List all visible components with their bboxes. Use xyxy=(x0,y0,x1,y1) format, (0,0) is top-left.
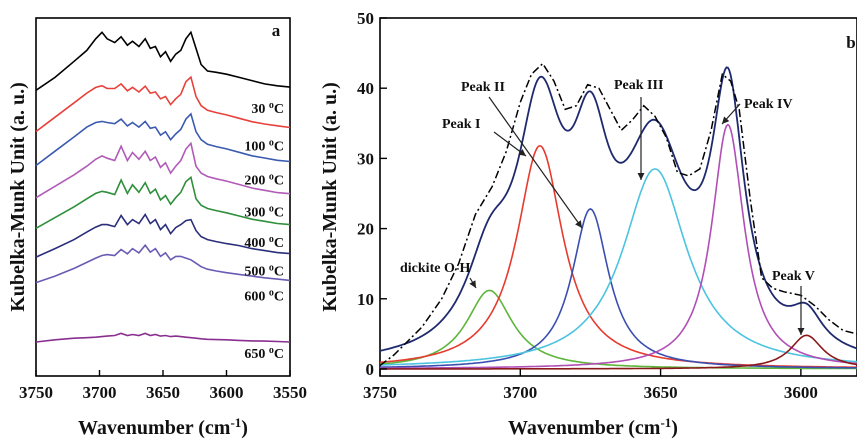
panel-b-component-3 xyxy=(379,168,857,366)
panel-b-annotation-label-0: dickite O-H xyxy=(400,261,470,276)
panel-a-chart: a 30 oC 100 oC 200 oC 300 oC 400 oC 500 oC 600… xyxy=(7,17,307,440)
panel-b-x-tick-label-3: 3600 xyxy=(784,383,818,402)
panel-b-fit-curve xyxy=(379,66,857,352)
panel-b-annotation-label-3: Peak III xyxy=(614,78,663,93)
panel-a-x-tick-label-3: 3600 xyxy=(210,383,244,402)
panel-a-series-4 xyxy=(35,175,291,229)
panel-a-series-6 xyxy=(35,243,291,284)
panel-b-y-tick-label-5: 50 xyxy=(357,9,374,28)
panel-b-tag: b xyxy=(846,33,855,52)
panel-b-fit-group xyxy=(379,66,857,352)
panel-b-chart: b dickite O-H Peak I Peak II Peak III Peak I… xyxy=(319,9,857,439)
panel-a-series-label-1: 100 oC xyxy=(244,137,284,155)
panel-b-frame xyxy=(379,17,857,377)
panel-a-series-group xyxy=(35,30,291,343)
panel-b-annotation-arrow-2 xyxy=(488,96,583,229)
panel-b-component-curves xyxy=(379,123,857,370)
panel-a-series-label-2: 200 oC xyxy=(244,171,284,189)
panel-b-component-4 xyxy=(380,123,857,369)
panel-a-x-tick-label-1: 3700 xyxy=(83,383,117,402)
panel-b-y-tick-label-2: 20 xyxy=(357,220,374,239)
panel-b-y-axis-title: Kubelka-Munk Unit (a. u.) xyxy=(319,82,341,312)
panel-b-y-tick-label-1: 10 xyxy=(357,290,374,309)
panel-b-experimental-group xyxy=(379,62,857,367)
panel-b-annotation-label-5: Peak V xyxy=(772,269,815,284)
panel-b-annotation-arrowhead-4 xyxy=(722,116,730,124)
panel-b-experimental-curve xyxy=(379,62,857,367)
panel-b-y-ticks: 0 10 20 30 40 50 xyxy=(357,9,387,379)
panel-b-x-ticks: 3750 3700 3650 3600 xyxy=(363,369,818,402)
panel-b-x-axis-title: Wavenumber (cm-1) xyxy=(508,415,678,440)
panel-b-annotation-arrowhead-0 xyxy=(469,280,476,288)
panel-b-component-2 xyxy=(380,208,857,369)
panel-b-x-tick-label-2: 3650 xyxy=(644,383,678,402)
panel-b-annotation-arrowhead-2 xyxy=(575,220,582,228)
panel-a-temperature-labels: 30 oC 100 oC 200 oC 300 oC 400 oC 500 oC 600 o… xyxy=(244,99,284,362)
panel-b-annotation-arrowhead-1 xyxy=(518,149,526,156)
panel-b-y-tick-label-0: 0 xyxy=(366,360,375,379)
panel-a-x-tick-label-0: 3750 xyxy=(19,383,53,402)
panel-b-y-tick-label-4: 40 xyxy=(357,79,374,98)
panel-a-series-label-7: 650 oC xyxy=(244,344,284,362)
panel-b-annotation-label-2: Peak II xyxy=(461,80,505,95)
panel-b-y-tick-label-3: 30 xyxy=(357,149,374,168)
panel-a-series-3 xyxy=(35,141,291,199)
panel-a-y-axis-title: Kubelka-Munk Unit (a. u.) xyxy=(7,82,29,312)
panel-a-series-5 xyxy=(35,212,291,258)
panel-b-component-0 xyxy=(379,289,857,370)
panel-a-tag: a xyxy=(272,21,281,40)
panel-a-x-tick-label-4: 3550 xyxy=(273,383,307,402)
panel-b-annotation-arrowhead-5 xyxy=(797,328,805,335)
panel-a-series-label-0: 30 oC xyxy=(251,99,284,117)
panel-a-series-label-5: 500 oC xyxy=(244,262,284,280)
panel-a-series-7 xyxy=(35,332,291,343)
panel-a-series-label-6: 600 oC xyxy=(244,287,284,305)
panel-b-annotation-label-1: Peak I xyxy=(442,117,481,132)
panel-b-component-1 xyxy=(379,144,857,368)
panel-a-x-ticks: 3750 3700 3650 3600 3550 xyxy=(19,370,307,402)
panel-a-series-label-3: 300 oC xyxy=(244,203,284,221)
panel-b-annotation-label-4: Peak IV xyxy=(744,97,793,112)
panel-a-series-2 xyxy=(35,112,291,167)
panel-a-x-tick-label-2: 3650 xyxy=(146,383,180,402)
panel-b-component-5 xyxy=(380,334,857,370)
panel-a-x-axis-title: Wavenumber (cm-1) xyxy=(78,415,248,440)
panel-b-annotation-arrowhead-3 xyxy=(637,173,645,180)
panel-a-series-0 xyxy=(35,30,291,91)
panel-a-series-label-4: 400 oC xyxy=(244,234,284,252)
panel-a-series-1 xyxy=(35,75,291,133)
panel-b-annotations: dickite O-H Peak I Peak II Peak III Peak IV P… xyxy=(400,78,815,335)
panel-b-x-tick-label-0: 3750 xyxy=(363,383,397,402)
panel-b-x-tick-label-1: 3700 xyxy=(503,383,537,402)
